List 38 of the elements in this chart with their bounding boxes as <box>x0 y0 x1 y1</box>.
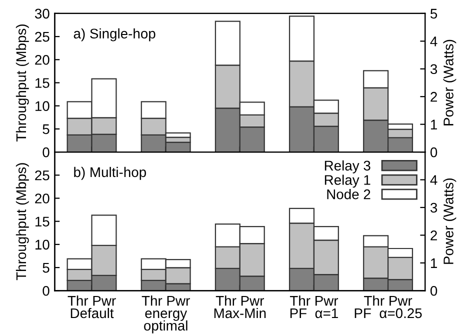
y2-axis-title: Power (Watts) <box>443 178 456 264</box>
y2-tick-label: 0 <box>430 286 438 296</box>
y2-tick-label: 4 <box>430 175 438 185</box>
y2-tick-label: 1 <box>430 258 437 268</box>
x-tick-label: Thr Pwr energy optimal <box>142 296 190 334</box>
y-tick-label: 25 <box>35 32 50 42</box>
x-tick-label: Thr Pwr Default <box>68 296 116 318</box>
y-axis-title: Throughput (Mbps) <box>16 163 29 280</box>
y2-axis-title: Power (Watts) <box>443 40 456 126</box>
y-tick-label: 10 <box>35 240 50 250</box>
y-tick-label: 20 <box>35 194 50 204</box>
y2-tick-label: 5 <box>430 8 438 19</box>
y-tick-label: 15 <box>35 216 50 227</box>
annotation: a) Single-hop <box>74 28 156 42</box>
y2-tick-label: 1 <box>430 120 437 130</box>
y-tick-label: 20 <box>35 54 50 65</box>
x-tick-label: Thr Pwr Max-Min <box>214 296 266 318</box>
y-tick-label: 25 <box>35 170 50 180</box>
y-tick-label: 0 <box>42 147 50 158</box>
y-tick-label: 0 <box>42 286 50 296</box>
y2-tick-label: 3 <box>430 64 438 74</box>
y-tick-label: 30 <box>34 8 50 19</box>
annotation: b) Multi-hop <box>74 166 146 180</box>
legend-label: Relay 3 <box>324 160 370 174</box>
y2-tick-label: 2 <box>430 230 437 240</box>
y-tick-label: 5 <box>42 124 50 134</box>
y-tick-label: 10 <box>35 101 50 112</box>
y2-tick-label: 4 <box>430 36 438 46</box>
y-tick-label: 15 <box>35 78 50 88</box>
x-tick-label: Thr Pwr PF α=0.25 <box>354 296 422 318</box>
legend-label: Node 2 <box>327 189 370 200</box>
y2-tick-label: 2 <box>430 92 437 102</box>
y2-tick-label: 0 <box>430 147 438 158</box>
legend-label: Relay 1 <box>324 174 370 188</box>
y2-tick-label: 3 <box>430 202 438 213</box>
y-axis-title: Throughput (Mbps) <box>16 24 29 142</box>
y-tick-label: 5 <box>42 263 50 273</box>
x-tick-label: Thr Pwr PF α=1 <box>290 296 338 318</box>
